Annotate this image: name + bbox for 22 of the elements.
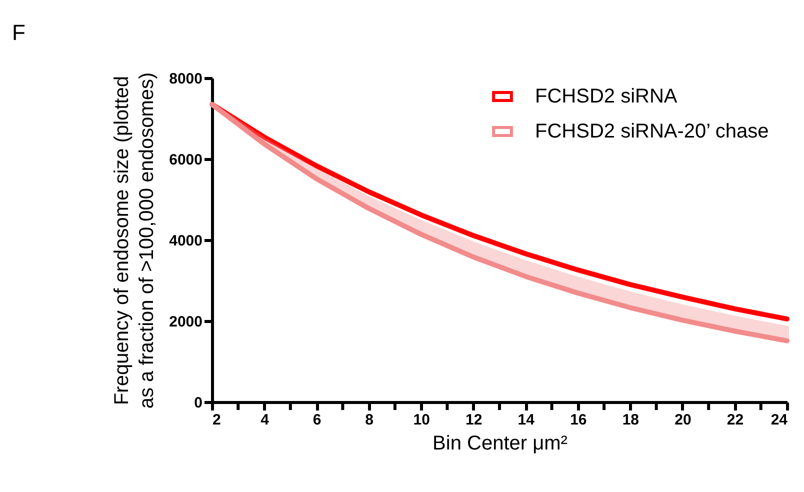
- x-axis-title: Bin Center μm²: [432, 432, 568, 454]
- x-tick-label: 16: [570, 412, 587, 428]
- x-tick-label: 22: [726, 412, 744, 428]
- legend-label: FCHSD2 siRNA-20’ chase: [535, 120, 769, 142]
- x-tick-label: 10: [413, 412, 430, 428]
- y-tick-label: 0: [194, 394, 202, 412]
- y-tick-label: 2000: [169, 314, 202, 330]
- x-tick-label: 20: [674, 412, 692, 428]
- x-tick-label: 6: [312, 412, 322, 428]
- y-tick-label: 4000: [169, 232, 202, 250]
- text: F: [12, 20, 26, 45]
- y-axis-title: Frequency of endosome size (plotted as a fraction of >100,000 endosomes): [111, 72, 158, 409]
- x-tick-label: 8: [365, 412, 374, 428]
- x-tick-label: 18: [622, 412, 640, 428]
- x-tick-label: 4: [260, 412, 270, 428]
- x-tick-label: 14: [518, 412, 536, 428]
- legend-label: FCHSD2 siRNA: [535, 86, 678, 108]
- x-tick-label: 2: [212, 412, 221, 428]
- y-tick-label: 6000: [169, 152, 202, 168]
- x-tick-label: 24: [770, 412, 788, 428]
- x-tick-label: 12: [466, 412, 482, 428]
- y-tick-label: 8000: [169, 70, 202, 88]
